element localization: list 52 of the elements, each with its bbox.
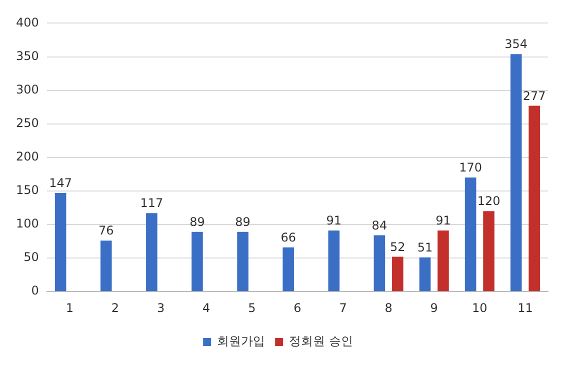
bar bbox=[438, 230, 449, 292]
x-tick-label: 6 bbox=[294, 300, 302, 315]
data-label: 170 bbox=[459, 160, 482, 175]
x-tick-label: 1 bbox=[66, 300, 74, 315]
data-label: 354 bbox=[504, 37, 528, 52]
y-tick-label: 0 bbox=[31, 284, 39, 298]
legend-label: 정회원 승인 bbox=[289, 334, 353, 348]
data-label: 66 bbox=[280, 230, 296, 244]
x-tick-label: 4 bbox=[202, 300, 210, 315]
y-tick-label: 200 bbox=[16, 150, 39, 164]
data-label: 117 bbox=[140, 196, 164, 210]
y-tick-label: 400 bbox=[16, 15, 39, 30]
bar bbox=[146, 213, 158, 292]
y-tick-label: 150 bbox=[16, 183, 39, 198]
bar bbox=[100, 240, 112, 292]
data-label: 84 bbox=[372, 218, 388, 232]
data-label: 89 bbox=[235, 215, 250, 230]
data-label: 120 bbox=[477, 194, 500, 208]
bar bbox=[237, 232, 248, 292]
bar bbox=[392, 256, 404, 292]
y-tick-label: 250 bbox=[16, 116, 39, 130]
data-label: 147 bbox=[49, 176, 72, 190]
data-label: 76 bbox=[98, 224, 114, 238]
data-label: 89 bbox=[190, 215, 205, 230]
data-label: 91 bbox=[436, 214, 451, 228]
data-label: 91 bbox=[326, 214, 342, 228]
x-tick-label: 10 bbox=[472, 300, 488, 315]
bar bbox=[54, 192, 66, 292]
y-tick-label: 350 bbox=[16, 48, 39, 63]
bar bbox=[483, 211, 494, 292]
y-tick-label: 50 bbox=[24, 250, 39, 264]
bar bbox=[374, 235, 386, 292]
bar bbox=[464, 178, 476, 292]
y-tick-label: 300 bbox=[16, 82, 39, 96]
bar bbox=[328, 230, 340, 292]
y-tick-label: 100 bbox=[16, 216, 39, 231]
x-tick-label: 7 bbox=[339, 300, 347, 315]
bar bbox=[419, 257, 431, 292]
x-tick-label: 8 bbox=[384, 300, 392, 315]
x-tick-label: 9 bbox=[430, 300, 438, 315]
x-tick-label: 11 bbox=[518, 300, 533, 315]
bar bbox=[192, 232, 203, 292]
data-label: 277 bbox=[522, 88, 546, 103]
x-tick-label: 2 bbox=[111, 300, 120, 315]
bar bbox=[528, 106, 540, 292]
x-tick-label: 5 bbox=[248, 300, 256, 315]
legend-label: 회원가입 bbox=[217, 334, 266, 348]
bar bbox=[282, 247, 294, 292]
bar bbox=[510, 54, 522, 292]
data-label: 51 bbox=[417, 240, 433, 255]
x-tick-label: 3 bbox=[156, 300, 165, 315]
data-label: 52 bbox=[390, 240, 406, 254]
